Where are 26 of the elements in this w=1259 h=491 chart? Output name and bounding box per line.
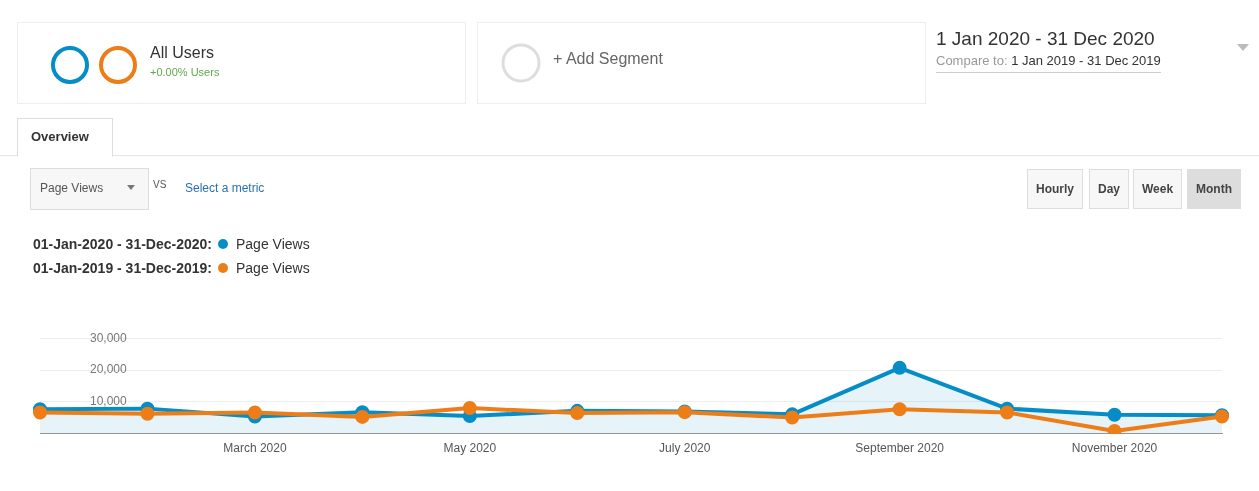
text: 01-Jan-2020 - 31-Dec-2020:: [33, 236, 212, 252]
text: VS: [153, 179, 167, 190]
text: Day: [1089, 169, 1130, 209]
text: Overview: [31, 129, 89, 144]
text: Compare to:: [936, 53, 1008, 68]
y-tick-label: 10,000: [90, 394, 128, 409]
x-tick-label: September 2020: [855, 441, 945, 456]
text: 01-Jan-2019 - 31-Dec-2019:: [33, 260, 212, 276]
text: Month: [1187, 169, 1241, 209]
x-tick-label: July 2020: [659, 441, 711, 456]
x-tick-label: May 2020: [443, 441, 497, 456]
text: 1 Jan 2019 - 31 Dec 2019: [1011, 53, 1161, 68]
x-tick-label: March 2020: [223, 441, 287, 456]
y-tick-label: 20,000: [90, 362, 128, 377]
text: 1 Jan 2020 - 31 Dec 2020: [936, 28, 1155, 50]
text: All Users: [150, 44, 215, 62]
text: + Add Segment: [553, 50, 663, 68]
legend-label: Page Views: [236, 260, 310, 276]
text: Select a metric: [185, 181, 265, 195]
x-tick-label: November 2020: [1071, 441, 1158, 456]
text: Page Views: [40, 181, 104, 195]
legend-label: Page Views: [236, 236, 310, 252]
text: Week: [1133, 169, 1183, 209]
text: Hourly: [1027, 169, 1084, 209]
text: +0.00% Users: [150, 66, 220, 78]
y-tick-label: 30,000: [90, 330, 128, 345]
